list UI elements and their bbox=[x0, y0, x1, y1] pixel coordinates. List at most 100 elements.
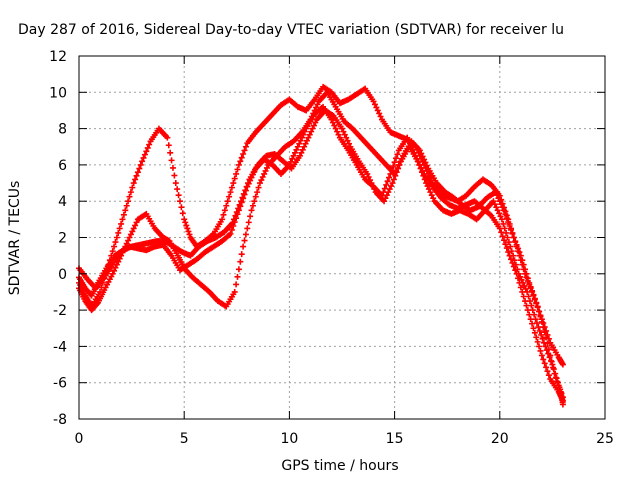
data-point bbox=[508, 256, 515, 263]
data-point bbox=[516, 249, 523, 256]
y-tick-label: 2 bbox=[58, 231, 67, 247]
x-tick-label: 10 bbox=[280, 431, 298, 447]
y-tick-label: 8 bbox=[58, 122, 67, 138]
x-tick-label: 20 bbox=[491, 431, 509, 447]
y-tick-label: 6 bbox=[58, 158, 67, 174]
data-point bbox=[515, 245, 522, 252]
data-point bbox=[343, 134, 350, 141]
data-point bbox=[331, 122, 338, 129]
data-point bbox=[523, 270, 530, 277]
data-point bbox=[299, 134, 306, 141]
chart-title: Day 287 of 2016, Sidereal Day-to-day VTE… bbox=[18, 22, 564, 38]
data-point bbox=[165, 142, 172, 149]
data-point bbox=[393, 169, 400, 176]
data-point bbox=[391, 159, 398, 166]
data-point bbox=[496, 198, 503, 205]
data-point bbox=[259, 174, 266, 180]
data-point bbox=[493, 204, 500, 211]
data-point bbox=[540, 339, 547, 346]
x-tick-labels: 0 5 10 15 20 25 bbox=[75, 431, 614, 447]
data-point bbox=[520, 261, 527, 268]
data-point bbox=[289, 155, 296, 162]
data-point bbox=[244, 225, 251, 232]
data-point bbox=[388, 167, 395, 174]
data-point bbox=[185, 228, 192, 235]
data-point bbox=[237, 158, 244, 165]
data-point bbox=[219, 216, 226, 223]
data-point bbox=[530, 291, 537, 298]
y-tick-label: 12 bbox=[49, 49, 67, 65]
data-point bbox=[175, 192, 182, 199]
data-point bbox=[500, 220, 507, 227]
data-point bbox=[510, 263, 517, 270]
data-point bbox=[238, 251, 245, 258]
data-point bbox=[164, 134, 171, 141]
data-point bbox=[496, 210, 503, 217]
data-point bbox=[130, 180, 137, 187]
data-point bbox=[388, 183, 395, 190]
data-point bbox=[513, 241, 520, 248]
data-point bbox=[292, 149, 299, 156]
data-point bbox=[513, 270, 520, 277]
data-point bbox=[134, 169, 141, 176]
data-point bbox=[139, 158, 146, 165]
data-point bbox=[230, 223, 237, 230]
data-point bbox=[301, 128, 308, 135]
data-point bbox=[133, 219, 140, 226]
data-point bbox=[546, 354, 553, 361]
data-point bbox=[328, 116, 335, 123]
data-point bbox=[240, 151, 247, 158]
data-point bbox=[553, 375, 560, 382]
data-point bbox=[251, 198, 258, 205]
data-point bbox=[529, 320, 536, 327]
data-point bbox=[296, 140, 303, 147]
data-point bbox=[533, 334, 540, 341]
data-point bbox=[127, 189, 134, 196]
data-point bbox=[544, 368, 551, 375]
data-point bbox=[491, 201, 498, 208]
data-point bbox=[306, 131, 313, 138]
data-point bbox=[396, 161, 403, 168]
data-point bbox=[492, 189, 499, 196]
data-point bbox=[234, 166, 241, 173]
data-point bbox=[118, 220, 125, 227]
axis-ticks bbox=[78, 55, 606, 420]
data-point bbox=[412, 152, 419, 159]
data-points bbox=[76, 83, 566, 408]
data-point bbox=[504, 234, 511, 241]
data-point bbox=[505, 249, 512, 256]
data-point bbox=[405, 137, 412, 144]
data-point bbox=[171, 172, 178, 179]
data-point bbox=[227, 230, 234, 237]
data-point bbox=[535, 324, 542, 331]
data-point bbox=[293, 146, 300, 153]
data-point bbox=[521, 282, 528, 289]
data-point bbox=[524, 307, 531, 314]
data-point bbox=[534, 303, 541, 310]
data-point bbox=[247, 177, 254, 184]
data-point bbox=[186, 231, 193, 238]
data-point bbox=[507, 243, 514, 250]
data-point bbox=[241, 147, 248, 154]
data-point bbox=[499, 204, 506, 211]
data-point bbox=[538, 352, 545, 359]
data-point bbox=[313, 104, 320, 111]
data-point bbox=[497, 213, 504, 220]
y-tick-labels: -8 -6 -4 -2 0 2 4 6 8 10 12 bbox=[49, 49, 67, 428]
data-point bbox=[255, 184, 262, 191]
data-point bbox=[520, 293, 527, 300]
data-point bbox=[127, 231, 134, 238]
data-point bbox=[527, 283, 534, 290]
data-point bbox=[248, 207, 255, 214]
data-point bbox=[527, 316, 534, 323]
data-point bbox=[341, 131, 348, 138]
data-point bbox=[389, 180, 396, 187]
data-point bbox=[543, 347, 550, 354]
data-point bbox=[109, 248, 116, 255]
y-tick-label: 0 bbox=[58, 267, 67, 283]
data-point bbox=[509, 230, 516, 237]
data-point bbox=[126, 234, 133, 241]
data-point bbox=[517, 284, 524, 291]
data-point bbox=[383, 181, 390, 188]
data-point bbox=[299, 146, 306, 153]
